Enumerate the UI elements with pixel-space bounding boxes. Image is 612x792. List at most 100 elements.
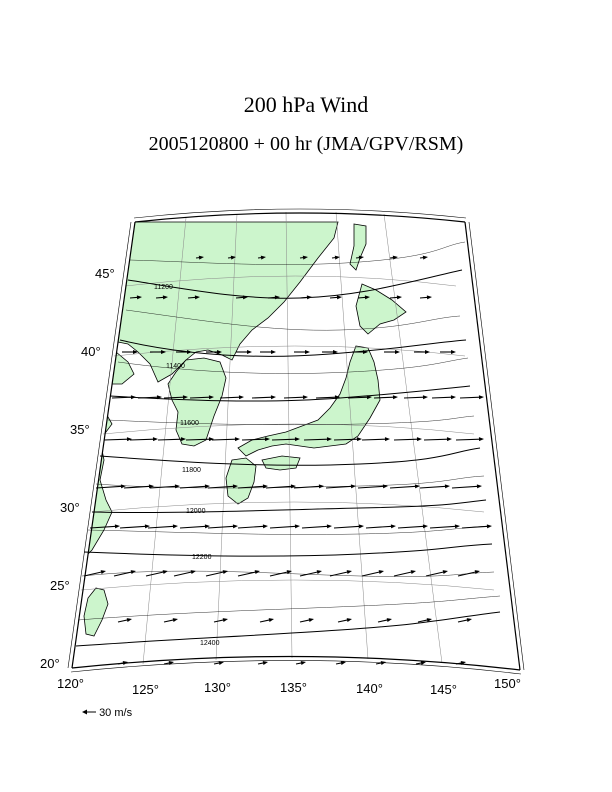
- frame-left-outer: [67, 221, 132, 669]
- wind-arrowhead: [136, 295, 142, 300]
- wind-arrow: [283, 396, 305, 399]
- lat-label: 30°: [60, 500, 80, 515]
- lon-label: 125°: [132, 682, 159, 697]
- wind-arrowhead: [156, 395, 162, 400]
- wind-arrowhead: [478, 395, 484, 400]
- wind-arrow: [429, 525, 457, 529]
- wind-arrow: [295, 662, 303, 665]
- wind-arrowhead: [422, 524, 428, 529]
- wind-arrow: [205, 571, 225, 577]
- wind-arrow: [251, 396, 273, 399]
- wind-arrow: [419, 485, 447, 489]
- wind-arrowhead: [168, 661, 174, 665]
- wind-arrowhead: [274, 295, 280, 300]
- wind-arrowhead: [451, 350, 456, 354]
- wind-arrowhead: [426, 618, 432, 623]
- contour-line: [129, 241, 466, 265]
- contour-line: [75, 611, 501, 647]
- contour-line: [87, 525, 491, 535]
- wind-arrowhead: [334, 255, 340, 260]
- parallel-line: [80, 579, 495, 591]
- wind-arrow: [357, 485, 385, 489]
- wind-arrowhead: [420, 661, 426, 665]
- wind-arrowhead: [390, 524, 396, 529]
- wind-arrowhead: [234, 437, 240, 442]
- wind-arrowhead: [302, 255, 308, 260]
- wind-arrowhead: [366, 395, 372, 400]
- wind-arrowhead: [384, 437, 390, 442]
- wind-arrow: [257, 662, 265, 665]
- wind-arrowhead: [204, 484, 210, 489]
- wind-arrowhead: [395, 350, 400, 354]
- wind-arrow: [293, 485, 321, 489]
- wind-arrow: [455, 438, 481, 441]
- wind-arrowhead: [144, 524, 150, 529]
- lat-label: 35°: [70, 422, 90, 437]
- wind-arrow: [361, 438, 387, 441]
- wind-arrow: [375, 662, 383, 665]
- wind-arrowhead: [363, 350, 368, 354]
- wind-arrowhead: [208, 437, 214, 442]
- wind-arrow: [103, 438, 129, 441]
- wind-arrow: [333, 438, 359, 441]
- wind-arrowhead: [172, 524, 178, 529]
- wind-arrowhead: [126, 618, 132, 623]
- wind-arrowhead: [238, 395, 244, 400]
- wind-arrowhead: [232, 524, 238, 529]
- wind-arrowhead: [318, 484, 324, 489]
- lat-label: 45°: [95, 266, 115, 281]
- wind-arrow: [357, 296, 367, 299]
- wind-arrowhead: [187, 350, 192, 354]
- wind-arrow: [457, 619, 469, 623]
- wind-arrow: [269, 571, 289, 577]
- wind-arrow: [377, 619, 389, 623]
- wind-arrowhead: [336, 295, 342, 300]
- wind-arrowhead: [466, 618, 472, 623]
- wind-arrowhead: [133, 350, 138, 354]
- mainland-land: [75, 221, 339, 561]
- korea-land: [167, 357, 227, 447]
- wind-arrowhead: [346, 570, 352, 575]
- wind-arrow: [149, 485, 177, 489]
- wind-arrowhead: [333, 350, 338, 354]
- wind-arrow: [389, 296, 399, 299]
- lat-label: 20°: [40, 656, 60, 671]
- wind-arrowhead: [334, 395, 340, 400]
- wind-arrowhead: [308, 618, 314, 623]
- wind-arrowhead: [358, 255, 364, 260]
- contour-label: 11400: [166, 363, 185, 370]
- wind-arrow: [347, 396, 369, 399]
- wind-arrowhead: [161, 350, 166, 354]
- wind-arrowhead: [247, 350, 252, 354]
- wind-arrowhead: [230, 255, 236, 260]
- wind-arrow: [237, 525, 265, 529]
- wind-arrow: [417, 619, 429, 623]
- wind-arrow: [301, 525, 329, 529]
- wind-arrowhead: [358, 524, 364, 529]
- wind-arrow: [147, 525, 175, 529]
- wind-arrow: [337, 619, 349, 623]
- wind-arrow: [211, 438, 237, 441]
- frame-top-outer: [133, 208, 467, 219]
- wind-arrow: [299, 571, 319, 577]
- wind-arrowhead: [264, 437, 270, 442]
- wind-arrow: [335, 662, 343, 665]
- wind-arrow: [207, 485, 235, 489]
- wind-arrow: [237, 485, 265, 489]
- wind-arrow: [129, 296, 139, 299]
- wind-arrowhead: [182, 395, 188, 400]
- contour-line: [109, 385, 471, 402]
- left-arrow-icon: [82, 707, 96, 719]
- wind-arrowhead: [114, 524, 120, 529]
- meridian-line: [383, 213, 443, 664]
- wind-arrow: [423, 438, 449, 441]
- wind-arrowhead: [217, 350, 222, 354]
- wind-arrow: [393, 571, 413, 577]
- meridian-line: [142, 217, 187, 665]
- wind-arrowhead: [262, 661, 268, 665]
- wind-arrowhead: [476, 484, 482, 489]
- taiwan-land: [83, 587, 109, 637]
- wind-arrowhead: [356, 437, 362, 442]
- frame-bottom-outer: [70, 660, 522, 675]
- wind-arrowhead: [126, 437, 132, 442]
